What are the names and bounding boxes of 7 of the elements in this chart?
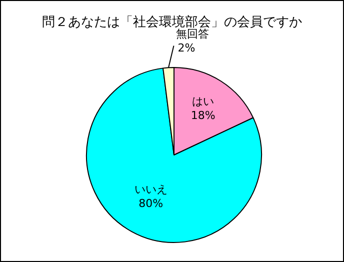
chart-title: 問２あなたは「社会環境部会」の会員ですか xyxy=(41,14,303,30)
slice-label: いいえ xyxy=(134,183,168,196)
data-label: 80% xyxy=(138,197,164,210)
data-label: 2% xyxy=(178,42,196,55)
slice-label: はい xyxy=(192,95,214,108)
slice-label: 無回答 xyxy=(176,28,209,41)
data-label: 18% xyxy=(190,109,216,122)
